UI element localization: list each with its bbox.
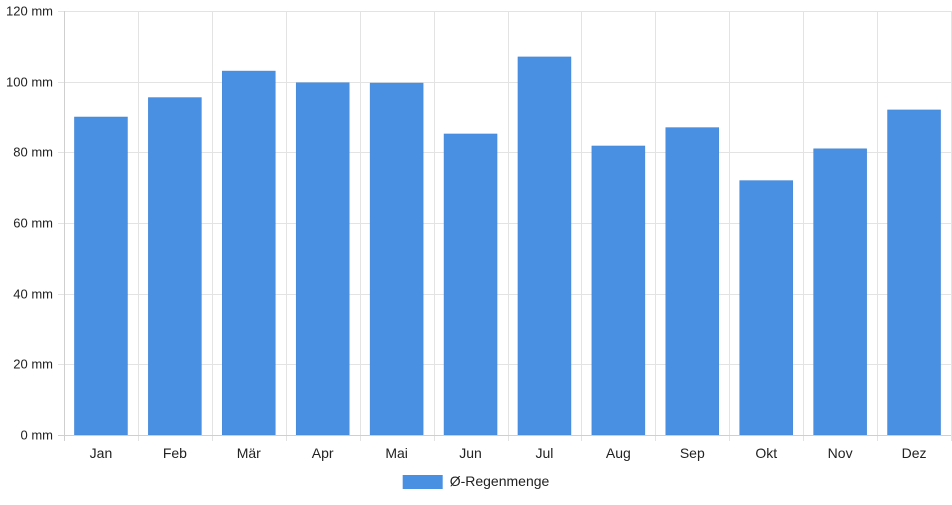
x-tick-label: Okt [755, 445, 777, 461]
x-tick-label: Jul [536, 445, 554, 461]
y-tick-label: 80 mm [13, 145, 53, 160]
bar-nov[interactable] [813, 148, 867, 436]
legend-swatch [402, 475, 443, 489]
legend[interactable]: Ø-Regenmenge [402, 473, 550, 489]
bar-series [74, 56, 941, 436]
x-tick-label: Feb [163, 445, 187, 461]
bar-jul[interactable] [517, 56, 572, 436]
y-tick-label: 100 mm [6, 75, 53, 90]
x-tick-label: Jun [459, 445, 482, 461]
x-tick-label: Jan [90, 445, 113, 461]
axes: 0 mm 20 mm 40 mm 60 mm 80 mm 100 mm 120 mm Jan F… [6, 4, 951, 461]
bar-jan[interactable] [74, 116, 128, 436]
bar-okt[interactable] [739, 180, 793, 436]
x-tick-label: Apr [312, 445, 334, 461]
bar-mai[interactable] [369, 82, 424, 436]
legend-label: Ø-Regenmenge [450, 473, 550, 489]
x-tick-label: Sep [680, 445, 705, 461]
x-tick-label: Aug [606, 445, 631, 461]
x-tick-label: Dez [902, 445, 927, 461]
grid-lines [58, 11, 952, 441]
bar-apr[interactable] [295, 82, 350, 436]
bar-jun[interactable] [443, 133, 498, 436]
bar-feb[interactable] [148, 97, 202, 436]
bar-mär[interactable] [222, 70, 276, 436]
x-tick-label: Mai [385, 445, 408, 461]
bar-sep[interactable] [665, 127, 720, 436]
y-tick-label: 0 mm [21, 428, 54, 443]
bar-dez[interactable] [887, 109, 941, 436]
y-tick-label: 60 mm [13, 216, 53, 231]
bar-aug[interactable] [591, 145, 646, 436]
x-tick-label: Mär [237, 445, 261, 461]
y-tick-label: 40 mm [13, 287, 53, 302]
y-tick-label: 20 mm [13, 357, 53, 372]
x-tick-label: Nov [828, 445, 853, 461]
y-tick-label: 120 mm [6, 4, 53, 19]
